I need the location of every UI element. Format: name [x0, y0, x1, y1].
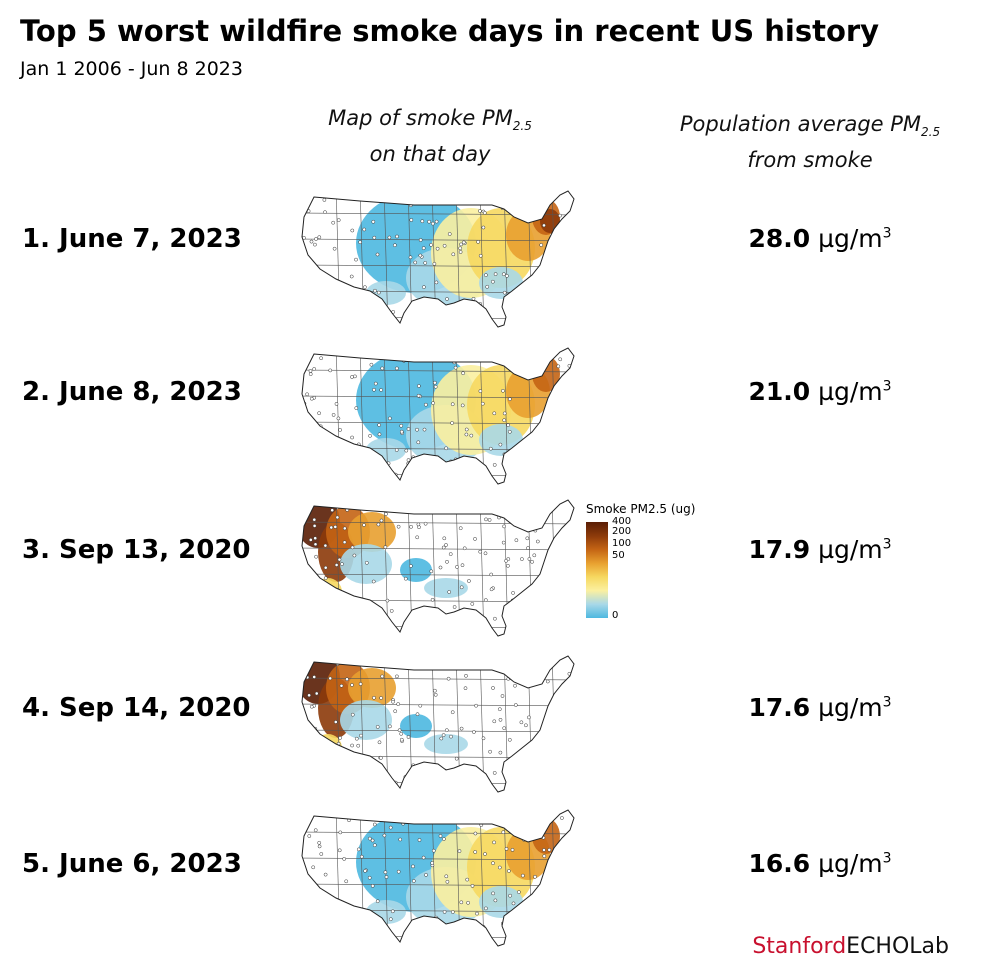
legend-tick: 50 — [612, 550, 625, 561]
smoke-map — [301, 347, 575, 485]
average-number: 16.6 — [748, 849, 811, 878]
average-value: 28.0 µg/m3 — [700, 224, 940, 253]
average-value: 17.6 µg/m3 — [700, 693, 940, 722]
rank-label: 4. Sep 14, 2020 — [22, 693, 251, 723]
smoke-map — [301, 809, 575, 947]
legend-color-bar — [586, 522, 608, 618]
rank-label: 2. June 8, 2023 — [22, 377, 242, 407]
rank-label: 3. Sep 13, 2020 — [22, 535, 251, 565]
unit-label: µg/m — [810, 849, 883, 878]
average-number: 17.9 — [748, 535, 811, 564]
average-number: 21.0 — [748, 377, 811, 406]
unit-label: µg/m — [810, 224, 883, 253]
average-number: 17.6 — [748, 693, 811, 722]
legend-title: Smoke PM2.5 (ug) — [586, 502, 696, 516]
average-value: 17.9 µg/m3 — [700, 535, 940, 564]
brand-stanford: Stanford — [752, 934, 847, 959]
smoke-map — [301, 190, 575, 328]
unit-label: µg/m — [810, 693, 883, 722]
page-title: Top 5 worst wildfire smoke days in recen… — [20, 14, 880, 48]
average-column-header: Population average PM2.5 from smoke — [640, 110, 980, 174]
average-value: 16.6 µg/m3 — [700, 849, 940, 878]
unit-superscript: 3 — [882, 225, 892, 242]
average-header-sub: 2.5 — [921, 125, 941, 140]
color-legend: Smoke PM2.5 (ug) 400 200 100 50 0 — [586, 502, 726, 632]
smoke-map — [301, 655, 575, 793]
average-header-line2: from smoke — [747, 148, 873, 173]
map-header-line2: on that day — [369, 142, 491, 167]
unit-superscript: 3 — [882, 378, 892, 395]
unit-superscript: 3 — [882, 536, 892, 553]
legend-tick: 200 — [612, 526, 632, 537]
rank-label: 5. June 6, 2023 — [22, 849, 242, 879]
brand-logo: StanfordECHOLab — [752, 934, 949, 959]
unit-superscript: 3 — [882, 694, 892, 711]
average-header-line1: Population average PM — [679, 112, 922, 136]
rank-label: 1. June 7, 2023 — [22, 224, 242, 254]
legend-tick: 100 — [612, 538, 632, 549]
map-header-line1: Map of smoke PM — [328, 106, 513, 130]
unit-superscript: 3 — [882, 850, 892, 867]
brand-echolab: ECHOLab — [846, 934, 949, 959]
average-number: 28.0 — [748, 224, 811, 253]
average-value: 21.0 µg/m3 — [700, 377, 940, 406]
legend-tick: 0 — [612, 610, 619, 621]
map-header-sub: 2.5 — [512, 119, 532, 134]
legend-tick: 400 — [612, 516, 632, 527]
unit-label: µg/m — [810, 535, 883, 564]
page-subtitle: Jan 1 2006 - Jun 8 2023 — [20, 58, 243, 80]
map-column-header: Map of smoke PM2.5 on that day — [280, 104, 580, 168]
unit-label: µg/m — [810, 377, 883, 406]
smoke-map — [301, 499, 575, 637]
